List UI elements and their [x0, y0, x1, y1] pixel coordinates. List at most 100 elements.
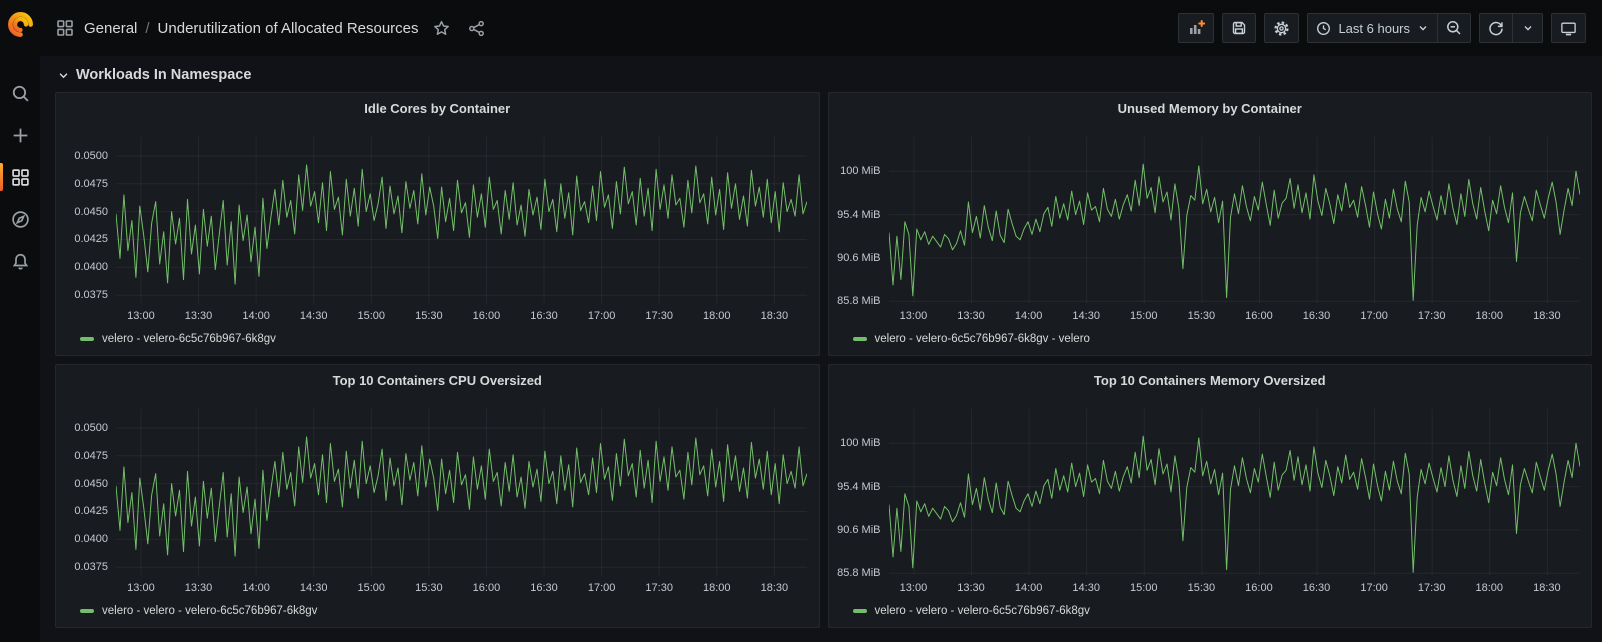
settings-group [1264, 13, 1300, 43]
x-axis-tick-label: 18:30 [1533, 582, 1561, 594]
x-axis-tick-label: 13:00 [899, 582, 928, 594]
x-axis-tick-label: 17:30 [645, 582, 673, 594]
x-axis-tick-label: 18:00 [703, 582, 731, 594]
x-axis-tick-label: 14:00 [1014, 310, 1043, 322]
topbar: General / Underutilization of Allocated … [40, 0, 1602, 56]
refresh-group [1479, 13, 1543, 43]
legend-item[interactable]: velero - velero - velero-6c5c76b967-6k8g… [829, 601, 1592, 627]
legend-series-marker [80, 337, 94, 341]
x-axis-tick-label: 14:00 [1014, 582, 1043, 594]
time-range-picker[interactable]: Last 6 hours [1308, 14, 1437, 42]
x-axis-tick-label: 16:30 [1302, 582, 1331, 594]
row-workloads-in-namespace[interactable]: Workloads In Namespace [40, 56, 1602, 92]
chart-area-unused-memory: 100 MiB 95.4 MiB 90.6 MiB 85.8 MiB 13:00 13:3… [829, 123, 1592, 329]
x-axis-tick-label: 16:00 [1245, 310, 1273, 322]
row-title: Workloads In Namespace [76, 67, 252, 83]
sidebar-item-dashboards[interactable] [0, 156, 40, 198]
y-axis-tick-label: 0.0400 [74, 533, 108, 546]
x-axis-tick-label: 16:30 [530, 582, 558, 594]
y-axis-tick-label: 100 MiB [840, 437, 881, 450]
x-axis-tick-label: 16:30 [1302, 310, 1331, 322]
x-axis-tick-label: 15:30 [415, 582, 443, 594]
y-axis-tick-label: 100 MiB [840, 165, 881, 178]
y-axis-tick-label: 95.4 MiB [837, 480, 881, 493]
timeseries-plot[interactable] [888, 137, 1580, 303]
x-axis-tick-label: 17:30 [1417, 582, 1446, 594]
sidebar [0, 0, 40, 642]
x-axis-tick-label: 17:00 [1360, 582, 1388, 594]
refresh-interval-dropdown[interactable] [1512, 14, 1542, 42]
share-dashboard-button[interactable] [464, 16, 489, 41]
dashboard-toolbar: Last 6 hours [1178, 13, 1586, 43]
y-axis-tick-label: 0.0425 [74, 233, 108, 246]
star-dashboard-button[interactable] [429, 16, 454, 41]
time-controls-group: Last 6 hours [1307, 13, 1471, 43]
sidebar-item-alerting[interactable] [0, 240, 40, 282]
add-panel-button[interactable] [1179, 14, 1213, 42]
x-axis-tick-label: 17:30 [645, 310, 673, 322]
tv-monitor-icon [1561, 22, 1576, 35]
x-axis-tick-label: 17:00 [587, 310, 616, 322]
refresh-dashboard-button[interactable] [1480, 14, 1512, 42]
zoom-out-time-button[interactable] [1437, 14, 1470, 42]
panel-title[interactable]: Unused Memory by Container [1117, 100, 1302, 116]
x-axis-tick-label: 15:00 [1130, 310, 1158, 322]
x-axis-tick-label: 13:30 [184, 310, 213, 322]
view-mode-group [1551, 13, 1586, 43]
x-axis-tick-label: 14:30 [1072, 582, 1100, 594]
panel-title[interactable]: Top 10 Containers Memory Oversized [1093, 372, 1326, 388]
breadcrumb-separator: / [145, 19, 150, 37]
sidebar-item-create[interactable] [0, 114, 40, 156]
save-dashboard-button[interactable] [1223, 14, 1255, 42]
x-axis-tick-label: 14:00 [242, 582, 270, 594]
x-axis-tick-label: 14:00 [242, 310, 270, 322]
y-axis-tick-label: 0.0425 [74, 505, 108, 518]
panel-memory-oversized: Top 10 Containers Memory Oversized 100 Mi… [827, 364, 1592, 628]
x-axis-tick-label: 15:00 [357, 310, 386, 322]
breadcrumb-folder[interactable]: General [84, 19, 138, 37]
add-panel-group [1178, 13, 1215, 43]
x-axis-tick-label: 14:30 [1072, 310, 1100, 322]
sidebar-item-explore[interactable] [0, 198, 40, 240]
x-axis-tick-label: 18:00 [1475, 582, 1504, 594]
x-axis-tick-label: 18:00 [1475, 310, 1504, 322]
refresh-icon [1489, 21, 1503, 36]
y-axis-tick-label: 0.0375 [74, 561, 108, 574]
y-axis-tick-label: 85.8 MiB [837, 295, 881, 308]
legend-series-marker [852, 337, 867, 341]
timeseries-plot[interactable] [116, 409, 807, 575]
grafana-logo[interactable] [0, 0, 40, 48]
breadcrumb: General / Underutilization of Allocated … [56, 16, 489, 41]
x-axis-tick-label: 15:30 [1187, 582, 1216, 594]
timeseries-plot[interactable] [888, 409, 1580, 575]
panel-title[interactable]: Idle Cores by Container [364, 100, 511, 116]
timeseries-plot[interactable] [116, 137, 807, 303]
panel-cpu-oversized: Top 10 Containers CPU Oversized 0.0500 0.0… [55, 364, 820, 628]
chevron-down-icon [59, 72, 68, 78]
legend-item[interactable]: velero - velero-6c5c76b967-6k8gv [56, 329, 819, 355]
x-axis-tick-label: 15:00 [357, 582, 386, 594]
legend-item[interactable]: velero - velero-6c5c76b967-6k8gv - veler… [829, 329, 1592, 355]
dashboard-settings-button[interactable] [1265, 14, 1298, 42]
x-axis-tick-label: 15:00 [1130, 582, 1158, 594]
x-axis-tick-label: 14:30 [299, 310, 328, 322]
chart-area-cpu-oversized: 0.0500 0.0475 0.0450 0.0425 0.0400 0.0375 13:0… [56, 395, 819, 601]
y-axis-tick-label: 0.0475 [74, 177, 108, 190]
legend-item[interactable]: velero - velero - velero-6c5c76b967-6k8g… [56, 601, 819, 627]
bell-icon [12, 253, 28, 270]
time-range-label: Last 6 hours [1338, 20, 1410, 36]
sidebar-nav [0, 72, 40, 282]
zoom-out-icon [1447, 21, 1461, 35]
sidebar-item-search[interactable] [0, 72, 40, 114]
star-icon [433, 20, 449, 35]
y-axis-tick-label: 90.6 MiB [837, 251, 881, 264]
chevron-down-icon [1524, 26, 1531, 31]
x-axis-tick-label: 13:00 [899, 310, 928, 322]
cycle-view-mode-button[interactable] [1552, 14, 1585, 42]
x-axis-tick-label: 18:30 [760, 582, 789, 594]
panel-title[interactable]: Top 10 Containers CPU Oversized [332, 372, 542, 388]
panel-idle-cores: Idle Cores by Container 0.0500 0.0475 0.045… [55, 92, 820, 356]
x-axis-tick-label: 17:00 [1360, 310, 1388, 322]
x-axis-tick-label: 16:00 [1245, 582, 1273, 594]
compass-icon [11, 210, 29, 228]
